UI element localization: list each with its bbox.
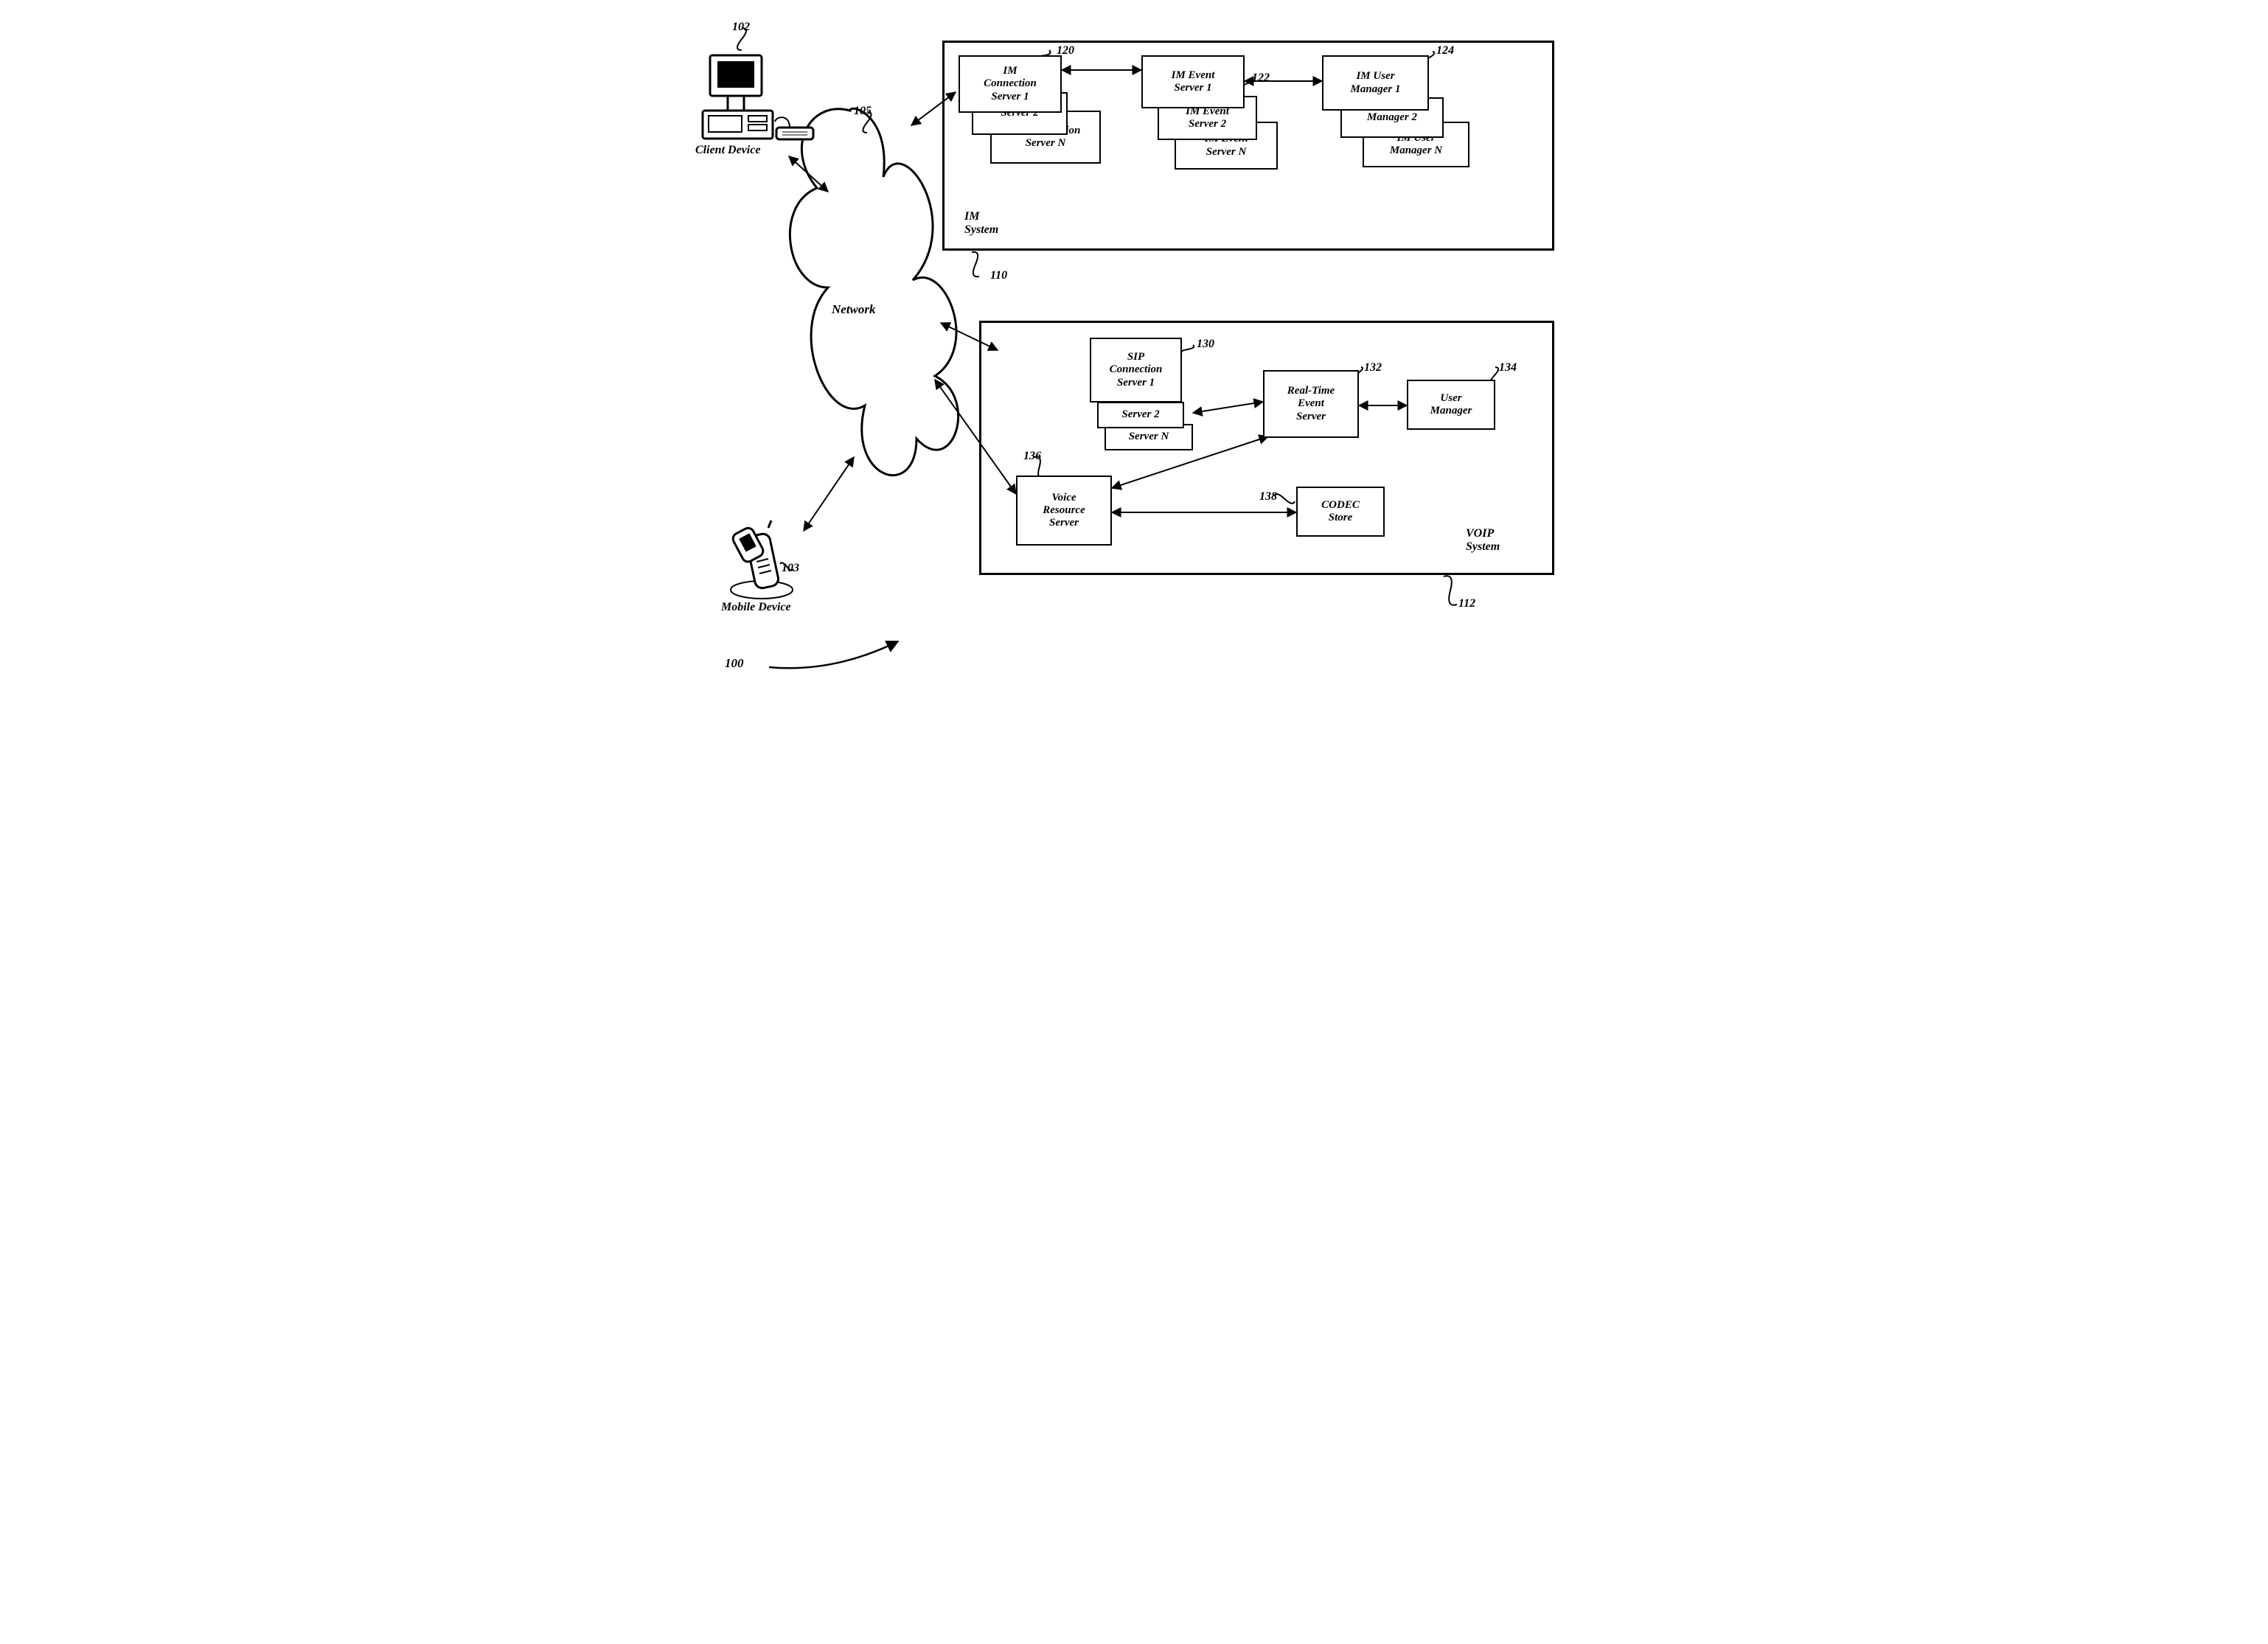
diagram-box: VoiceResourceServer <box>1016 476 1112 546</box>
mobile-device-icon <box>731 520 793 599</box>
ref-124: 124 <box>1436 44 1454 58</box>
diagram-box: SIPConnectionServer 1 <box>1090 338 1182 403</box>
voip-system-label: VOIPSystem <box>1466 527 1500 554</box>
mobile-device-caption: Mobile Device <box>721 601 791 614</box>
client-device-icon <box>703 55 813 139</box>
ref-138: 138 <box>1259 490 1277 504</box>
ref-136: 136 <box>1023 450 1041 463</box>
ref-130: 130 <box>1197 338 1214 351</box>
diagram-box: IM UserManager 1 <box>1322 55 1429 111</box>
ref-105: 105 <box>854 105 872 118</box>
network-label: Network <box>832 302 876 317</box>
ref-120: 120 <box>1057 44 1074 58</box>
diagram-box: UserManager <box>1407 380 1495 430</box>
diagram-box: Real-TimeEventServer <box>1263 370 1359 438</box>
ref-102: 102 <box>732 21 750 34</box>
ref-132: 132 <box>1364 361 1382 375</box>
ref-103: 103 <box>782 562 799 575</box>
ref-110: 110 <box>990 269 1007 282</box>
diagram-box: Server 2 <box>1097 402 1184 428</box>
client-device-caption: Client Device <box>695 144 760 157</box>
ref-134: 134 <box>1499 361 1517 375</box>
diagram-box: CODECStore <box>1296 487 1385 537</box>
ref-122: 122 <box>1252 72 1270 85</box>
ref-112: 112 <box>1458 597 1475 610</box>
diagram-box: IMConnectionServer 1 <box>959 55 1062 113</box>
ref-100: 100 <box>725 656 744 671</box>
diagram-box: IM EventServer 1 <box>1141 55 1245 108</box>
im-system-label: IMSystem <box>964 210 998 237</box>
network-cloud <box>790 108 958 475</box>
